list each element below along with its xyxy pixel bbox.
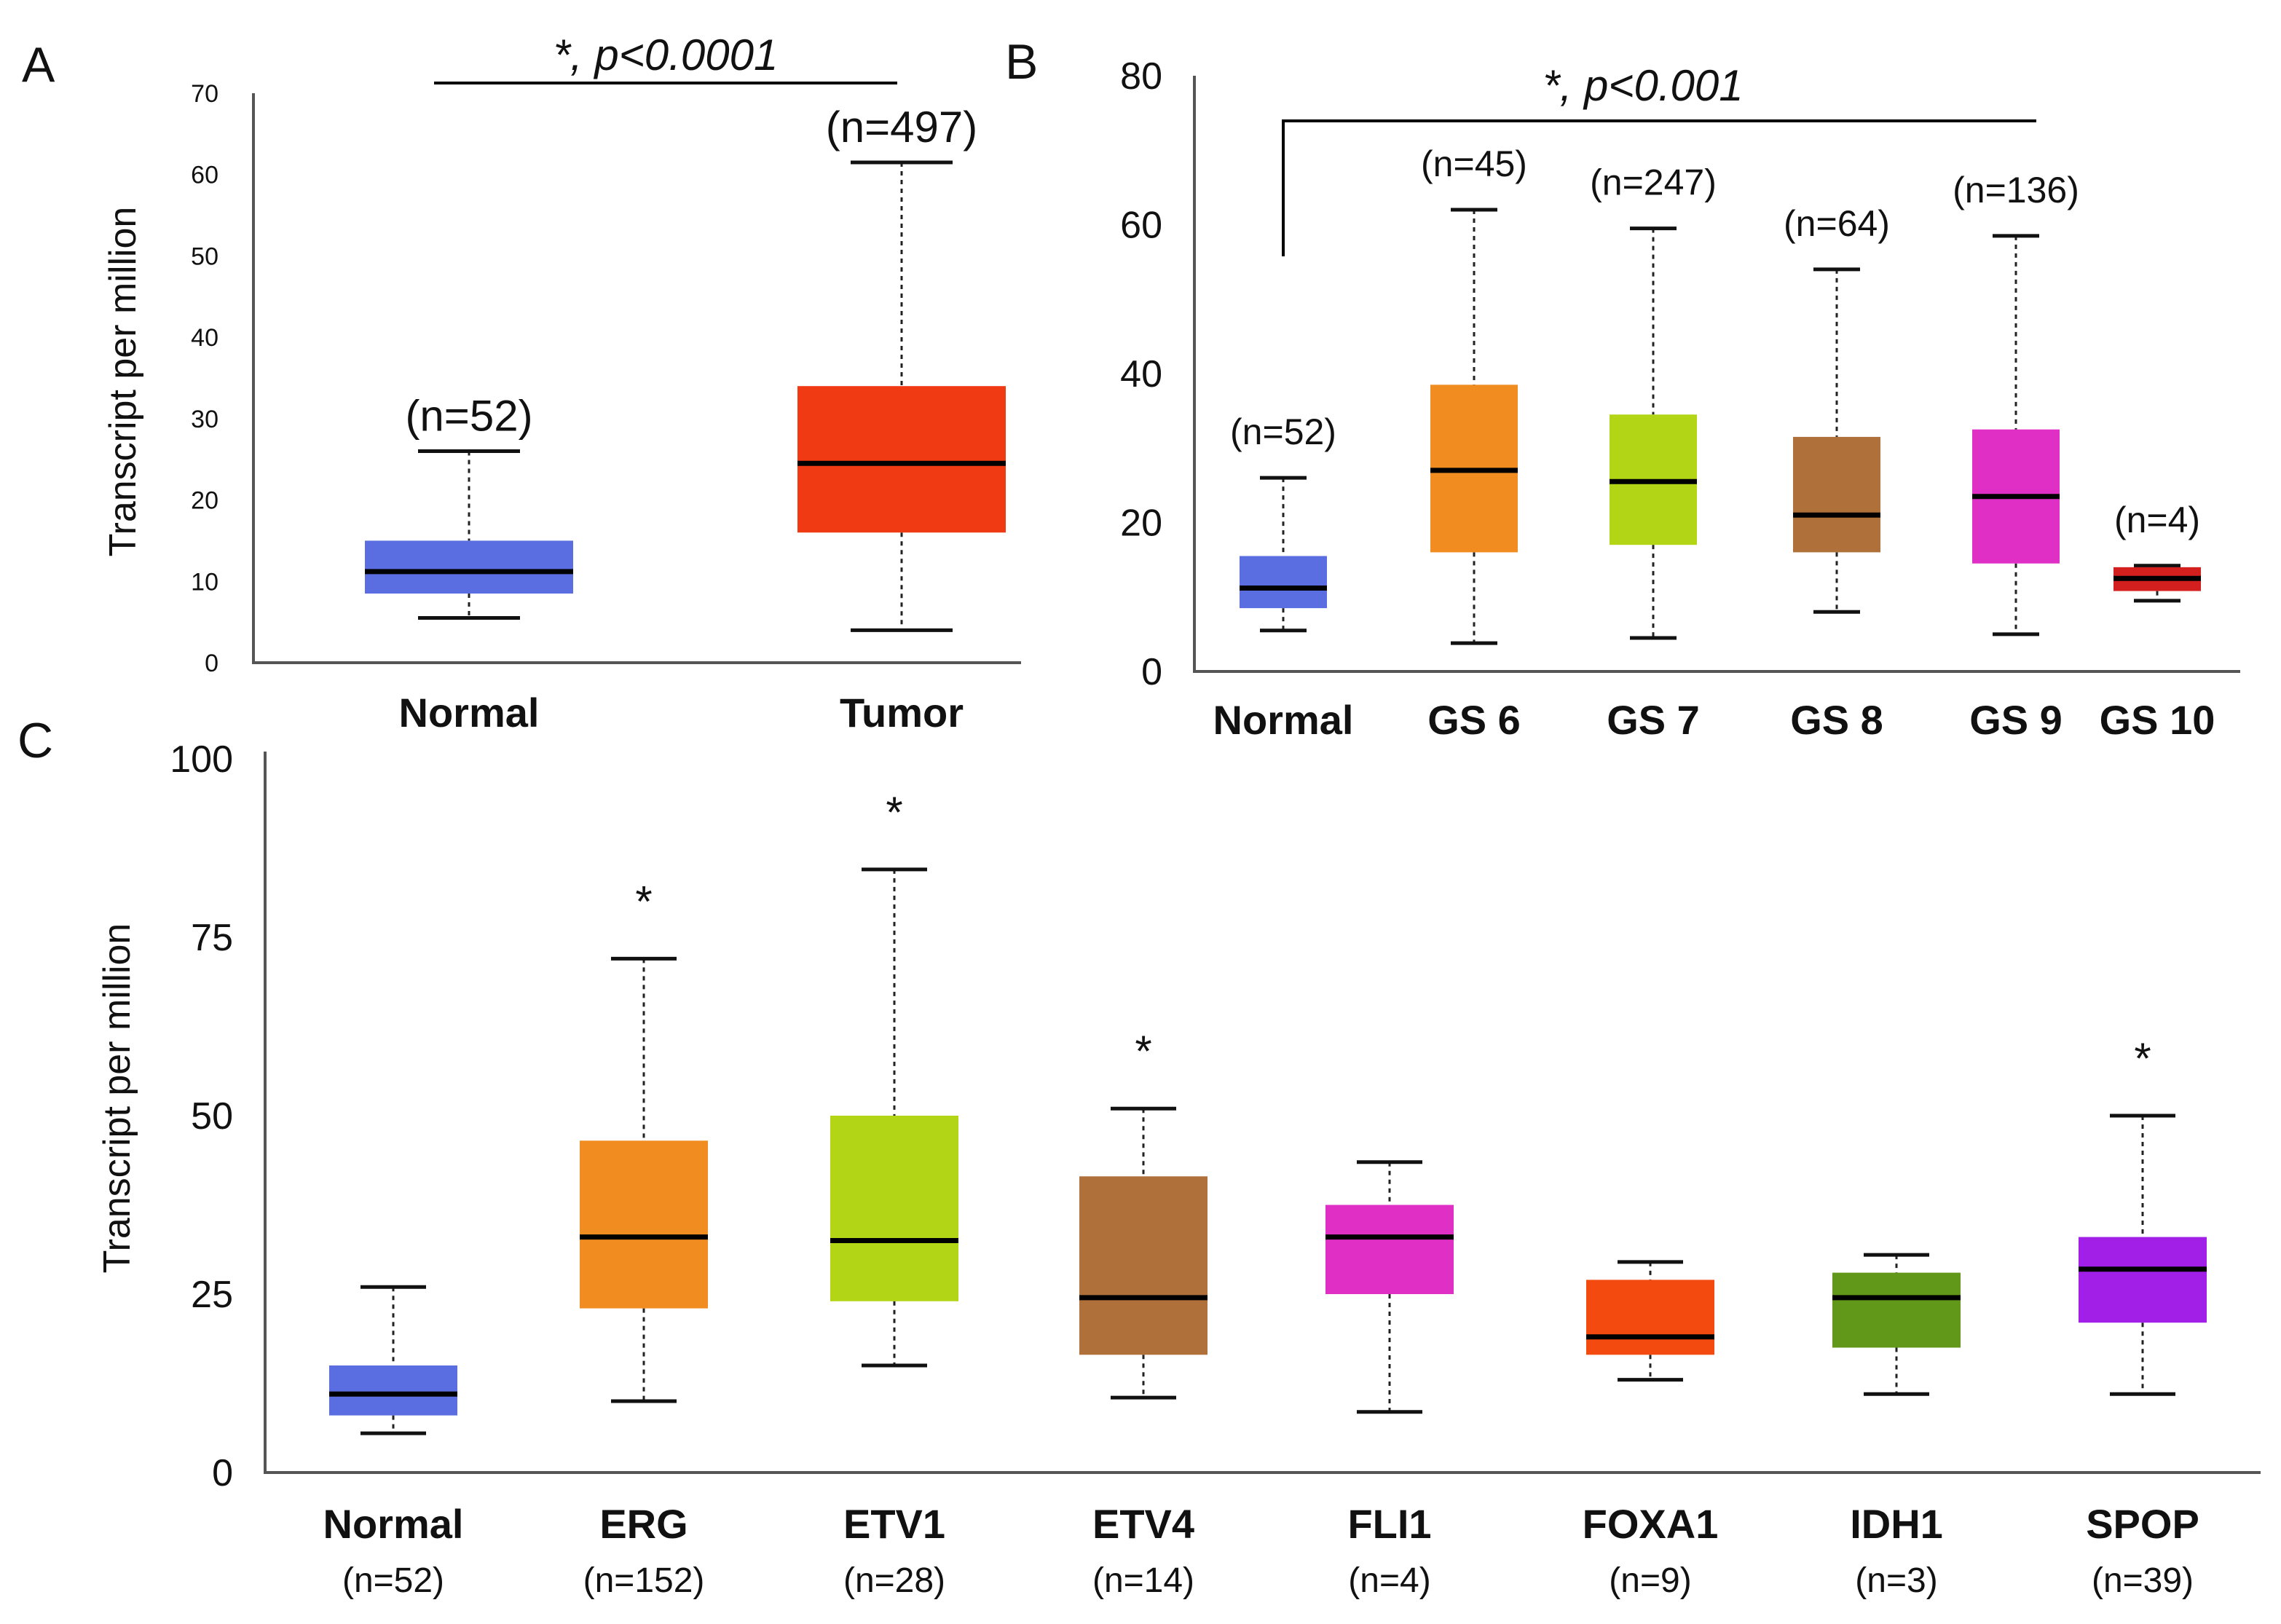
panel-c-erg-box [580, 1140, 708, 1309]
panel-c-category-label-fli1: FLI1 [1347, 1501, 1431, 1547]
panel-letter-a: A [22, 37, 55, 92]
panel-a-axes [252, 93, 1021, 664]
panel-c-idh1-box [1832, 1272, 1961, 1348]
panel-b-category-label-gs-9: GS 9 [1969, 697, 2063, 743]
panel-c-ytick-label: 50 [191, 1095, 233, 1138]
panel-c-count-label-foxa1: (n=9) [1609, 1561, 1691, 1600]
panel-b-count-label-gs-10: (n=4) [2114, 500, 2200, 540]
panel-a-normal-box [365, 540, 573, 594]
panel-c-significance-star-etv4: * [1135, 1027, 1151, 1076]
panel-c-spop-box [2079, 1237, 2207, 1323]
panel-b-count-label-gs-6: (n=45) [1421, 143, 1527, 184]
panel-a-ytick-label: 20 [191, 487, 218, 515]
panel-b-ytick-label: 60 [1120, 205, 1162, 247]
panel-c-count-label-normal: (n=52) [342, 1561, 444, 1600]
panel-c-count-label-erg: (n=152) [583, 1561, 705, 1600]
panel-letter-c: C [17, 713, 53, 768]
panel-a-ylabel: Transcript per million [102, 207, 144, 557]
panel-b-ytick-label: 40 [1120, 353, 1162, 395]
panel-c-ytick-label: 0 [212, 1452, 233, 1494]
panel-c-significance-star-erg: * [635, 877, 652, 926]
panel-c-count-label-fli1: (n=4) [1348, 1561, 1430, 1600]
panel-c-category-label-normal: Normal [323, 1501, 464, 1547]
panel-a-significance-label: *, p<0.0001 [553, 31, 779, 79]
panel-c-etv4-box [1079, 1176, 1208, 1355]
panel-c-significance-star-etv1: * [886, 788, 902, 837]
panel-b-significance-text: , p<0.001 [1560, 61, 1744, 110]
panel-c-ytick-label: 25 [191, 1274, 233, 1316]
panel-a-ytick-label: 0 [205, 650, 218, 677]
panel-c-etv1-box [830, 1116, 958, 1301]
panel-c-category-label-etv4: ETV4 [1092, 1501, 1194, 1547]
panel-b-gs-8-box [1793, 436, 1880, 553]
panel-a-category-label-tumor: Tumor [840, 690, 964, 736]
panel-b-ytick-label: 80 [1120, 55, 1162, 98]
panel-b-category-label-gs-10: GS 10 [2100, 697, 2215, 743]
panel-b-normal-box [1240, 556, 1327, 609]
panel-c-ytick-label: 100 [170, 738, 233, 781]
panel-c-foxa1-box [1586, 1280, 1714, 1355]
panel-c-category-label-spop: SPOP [2086, 1501, 2199, 1547]
panel-a-ytick-label: 30 [191, 406, 218, 433]
panel-c-category-label-foxa1: FOXA1 [1583, 1501, 1719, 1547]
panel-c-count-label-spop: (n=39) [2092, 1561, 2194, 1600]
panel-a-ytick-label: 60 [191, 162, 218, 189]
panel-b-ytick-label: 0 [1141, 651, 1162, 693]
panel-c-count-label-etv4: (n=14) [1092, 1561, 1194, 1600]
panel-a-ytick-label: 40 [191, 324, 218, 352]
panel-b-category-label-normal: Normal [1213, 697, 1354, 743]
panel-a-ytick-label: 10 [191, 568, 218, 596]
panel-b-significance-star: * [1543, 61, 1561, 110]
panel-c-category-label-erg: ERG [599, 1501, 688, 1547]
panel-b-count-label-gs-9: (n=136) [1953, 170, 2079, 210]
panel-a-count-label-tumor: (n=497) [826, 103, 977, 151]
panel-letter-b: B [1005, 34, 1038, 90]
panel-a-count-label-normal: (n=52) [405, 392, 532, 441]
panel-a-ytick-label: 70 [191, 80, 218, 108]
panel-c-fli1-box [1325, 1205, 1454, 1294]
panel-a-tumor-box [797, 386, 1006, 533]
panel-b-category-label-gs-6: GS 6 [1427, 697, 1521, 743]
panel-b-count-label-gs-8: (n=64) [1784, 203, 1890, 244]
panel-c-ylabel: Transcript per million [96, 923, 138, 1274]
panel-b-axes [1193, 76, 2240, 673]
panel-c-ytick-label: 75 [191, 917, 233, 959]
panel-b-ytick-label: 20 [1120, 502, 1162, 545]
panel-c-normal-box [329, 1365, 457, 1416]
panel-c-significance-star-spop: * [2134, 1034, 2151, 1083]
panel-c-category-label-idh1: IDH1 [1850, 1501, 1943, 1547]
panel-a-ytick-label: 50 [191, 243, 218, 270]
panel-a-significance-star: * [553, 31, 572, 79]
panel-c-count-label-etv1: (n=28) [843, 1561, 945, 1600]
panel-b-count-label-gs-7: (n=247) [1590, 162, 1717, 203]
panel-b-category-label-gs-7: GS 7 [1607, 697, 1700, 743]
panel-a-significance-text: , p<0.0001 [570, 31, 778, 79]
panel-a-category-label-normal: Normal [399, 690, 540, 736]
panel-c-category-label-etv1: ETV1 [843, 1501, 945, 1547]
panel-c-axes [264, 752, 2261, 1474]
panel-b-significance-bracket [1282, 119, 2036, 256]
panel-b-count-label-normal: (n=52) [1230, 411, 1336, 452]
panel-b-significance-label: *, p<0.001 [1543, 61, 1743, 110]
panel-c-count-label-idh1: (n=3) [1855, 1561, 1937, 1600]
panel-b-category-label-gs-8: GS 8 [1790, 697, 1883, 743]
box-plots: 0 10 20 30 40 50 60 70 Normal (n=52) Tumor (n=497) 0… [170, 55, 2215, 1600]
